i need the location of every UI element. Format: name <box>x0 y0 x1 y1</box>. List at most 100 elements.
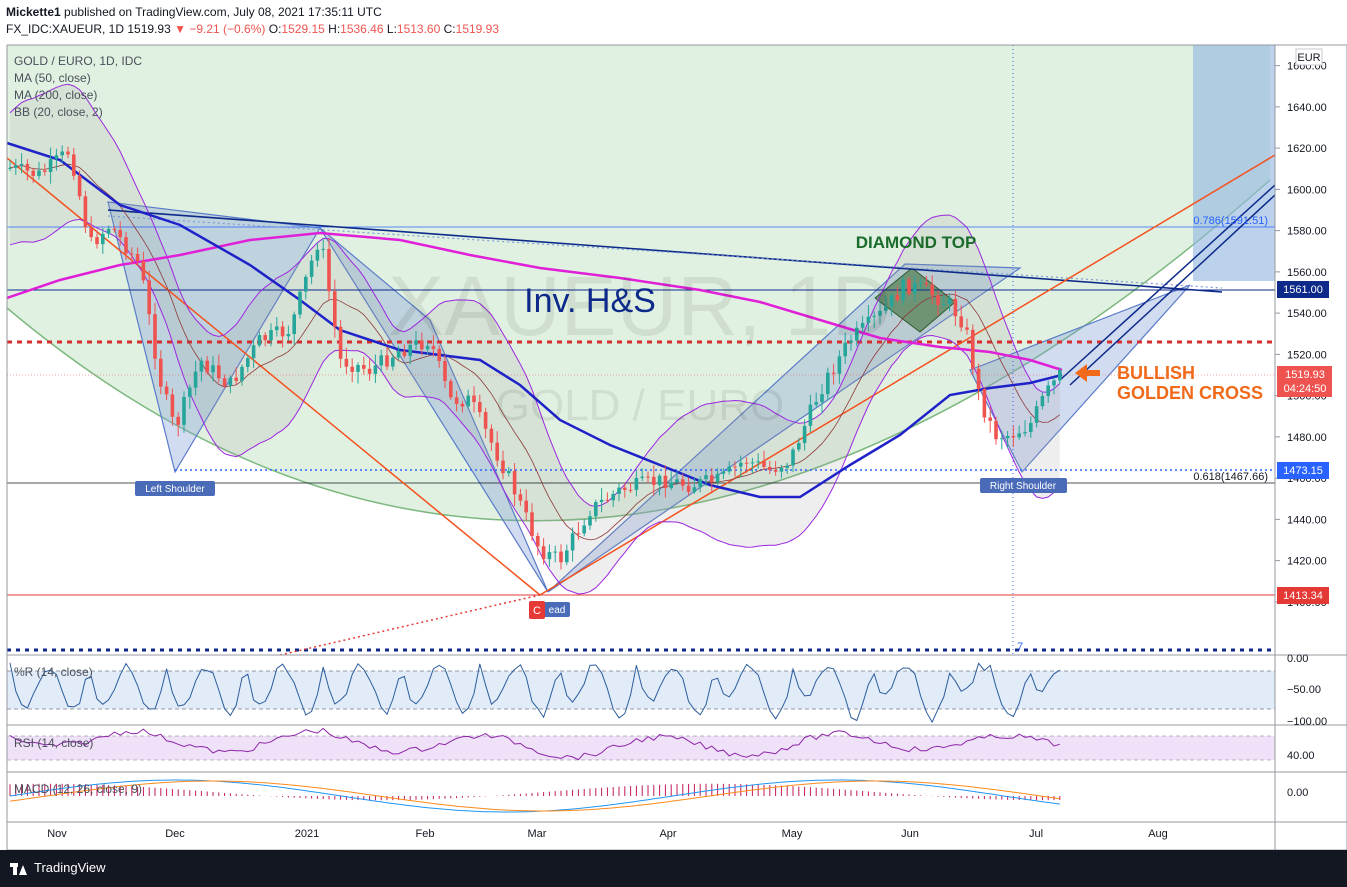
candle <box>553 545 557 563</box>
currency-unit: EUR <box>1297 52 1320 64</box>
high-label: H: <box>328 22 341 36</box>
candle <box>507 466 511 477</box>
candle <box>530 503 534 541</box>
candle <box>246 355 250 373</box>
candle <box>14 158 18 175</box>
chart-canvas[interactable]: XAUEUR, 1D GOLD / EURO Inv. H&S DIAMOND … <box>0 40 1347 850</box>
candle <box>286 325 291 341</box>
candle <box>663 465 668 498</box>
candle <box>217 354 221 383</box>
candle <box>791 447 795 473</box>
candle <box>657 473 662 496</box>
candle <box>315 242 320 267</box>
candle <box>269 323 273 347</box>
macd-pane[interactable]: MACD (12, 26, close, 9) <box>7 772 1275 822</box>
candle <box>292 311 296 345</box>
legend-wr[interactable]: %R (14, close) <box>14 665 93 679</box>
candle <box>77 170 82 200</box>
legend-title[interactable]: GOLD / EURO, 1D, IDC <box>14 54 142 68</box>
candle <box>756 453 760 469</box>
candle <box>1040 392 1045 410</box>
c-marker <box>529 601 545 619</box>
candle <box>408 340 412 365</box>
candle <box>373 354 378 384</box>
candle <box>431 335 436 357</box>
chart-header: Mickette1 published on TradingView.com, … <box>0 0 1347 40</box>
legend-bb[interactable]: BB (20, close, 2) <box>14 105 103 119</box>
candle <box>153 302 157 370</box>
williams-r-pane[interactable]: %R (14, close) <box>7 655 1275 725</box>
candle <box>379 349 383 373</box>
fib-786-label: 0.786(1591.51) <box>1193 215 1268 227</box>
candle <box>1000 430 1004 450</box>
candle <box>1011 425 1016 447</box>
candle <box>762 450 766 471</box>
price-tick: 1440.00 <box>1287 514 1327 526</box>
legend-ma50[interactable]: MA (50, close) <box>14 71 91 85</box>
golden-cross-label: GOLDEN CROSS <box>1117 383 1263 403</box>
currency-box[interactable] <box>1295 48 1323 66</box>
candle <box>89 216 93 242</box>
candle <box>443 354 447 389</box>
candle <box>385 346 389 371</box>
candle <box>280 321 285 348</box>
head-tag <box>540 602 570 617</box>
candles[interactable] <box>8 145 1062 570</box>
head-triangle-left <box>319 227 549 593</box>
candle <box>605 492 610 503</box>
candle <box>1023 420 1027 437</box>
candle <box>54 148 59 171</box>
candle <box>855 321 859 347</box>
candle <box>95 230 99 249</box>
candle <box>826 367 830 400</box>
candle <box>501 450 505 480</box>
price-tag-1473 <box>1277 462 1329 479</box>
candle <box>831 363 836 385</box>
rsi-pane[interactable]: RSI (14, close) <box>7 725 1275 772</box>
candle <box>414 330 418 350</box>
candle <box>808 394 813 433</box>
candle <box>1052 377 1056 395</box>
candle <box>43 163 47 176</box>
low-label: L: <box>386 22 397 36</box>
legend-rsi[interactable]: RSI (14, close) <box>14 736 93 750</box>
red-downtrend-line <box>7 157 541 596</box>
candle <box>164 381 169 400</box>
candle <box>576 522 581 540</box>
time-tick: Dec <box>165 828 185 840</box>
head-text: ead <box>549 605 566 616</box>
candle <box>965 318 969 335</box>
time-tick: Feb <box>416 828 435 840</box>
candle <box>1029 416 1033 438</box>
wr-tick-0: 0.00 <box>1287 653 1308 665</box>
candle <box>37 161 41 180</box>
candle <box>901 275 905 305</box>
candle <box>710 467 714 494</box>
price-axis[interactable]: 1660.001640.001620.001600.001580.001560.… <box>1275 61 1327 609</box>
candle <box>193 360 198 396</box>
price-tick: 1480.00 <box>1287 432 1327 444</box>
candle <box>356 362 360 384</box>
down-arrow-icon: ▼ <box>174 22 186 36</box>
candle <box>327 237 331 301</box>
candle <box>304 274 308 300</box>
candle <box>611 490 615 508</box>
legend-ma200[interactable]: MA (200, close) <box>14 88 97 102</box>
candle <box>112 225 117 233</box>
ma200-line <box>7 231 1063 372</box>
watermark-big: XAUEUR, 1D <box>388 259 892 353</box>
candle <box>698 476 702 493</box>
time-tick: Mar <box>528 828 547 840</box>
price-tag-last <box>1277 366 1332 397</box>
author-name[interactable]: Mickette1 <box>6 5 61 19</box>
candle <box>721 468 726 480</box>
main-pane[interactable]: XAUEUR, 1D GOLD / EURO Inv. H&S DIAMOND … <box>7 45 1275 655</box>
candle <box>773 460 778 476</box>
tradingview-logo[interactable]: TradingView <box>10 860 106 875</box>
candle <box>750 457 755 474</box>
legend-macd[interactable]: MACD (12, 26, close, 9) <box>14 782 142 796</box>
candle <box>646 471 650 484</box>
candle <box>582 519 586 537</box>
time-axis[interactable]: Nov Dec 2021 Feb Mar Apr May Jun Jul Aug <box>47 828 1168 840</box>
candle <box>988 407 992 433</box>
